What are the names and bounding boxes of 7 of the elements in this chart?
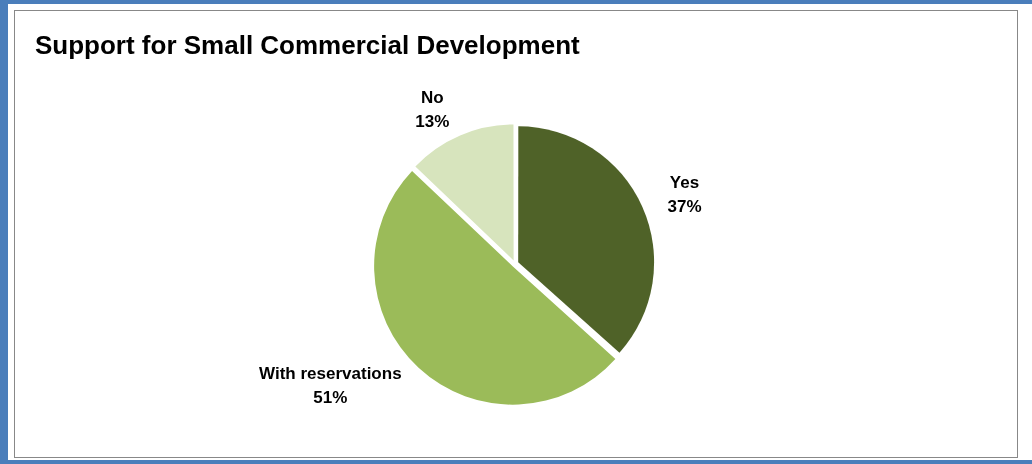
slice-label: With reservations [259, 363, 402, 383]
slice-label: Yes [669, 173, 700, 193]
data-label: 51% [313, 387, 348, 407]
data-label: 37% [667, 197, 702, 217]
slice-label: No [420, 87, 444, 107]
data-label: 13% [415, 111, 450, 131]
chart-title: Support for Small Commercial Development [35, 29, 581, 60]
